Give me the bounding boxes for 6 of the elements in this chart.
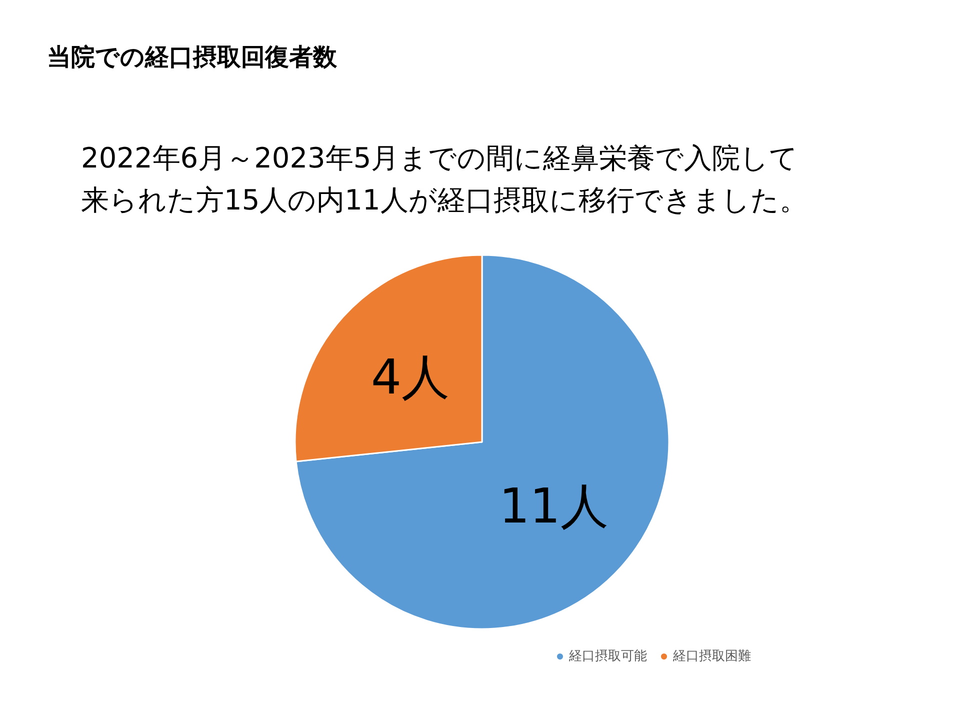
chart-title: 当院での経口摂取回復者数 <box>47 43 338 71</box>
legend-label: 経口摂取困難 <box>672 649 751 664</box>
data-label: 11人 <box>499 478 608 535</box>
legend-label: 経口摂取可能 <box>568 649 647 664</box>
chart-subtitle: 2022年6月～2023年5月までの間に経鼻栄養で入院して来られた方15人の内11人が経口摂取に移行できました。 <box>81 142 808 216</box>
data-label: 4人 <box>371 349 450 406</box>
